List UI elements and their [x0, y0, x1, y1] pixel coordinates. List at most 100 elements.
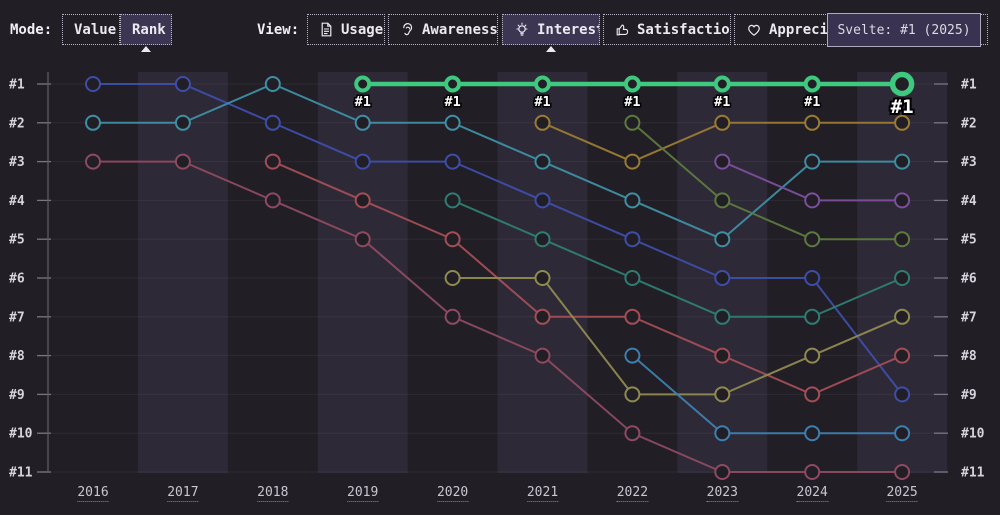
- data-point-teal-2018[interactable]: [264, 76, 281, 92]
- view-interest-button[interactable]: Interest: [502, 14, 600, 45]
- data-point-steel-blue-2025[interactable]: [894, 425, 911, 442]
- data-point-dark-teal-2025[interactable]: [894, 270, 911, 286]
- data-point-olive-2024[interactable]: [804, 347, 821, 364]
- data-point-indigo-2018[interactable]: [264, 114, 281, 131]
- data-point-dark-teal-2022[interactable]: [624, 270, 641, 286]
- year-label-2018[interactable]: 2018: [257, 485, 289, 502]
- highlight-rank-label: #1: [624, 94, 640, 110]
- data-point-maroon-2021[interactable]: [534, 347, 551, 364]
- data-point-teal-2025[interactable]: [894, 153, 911, 170]
- year-label-2019[interactable]: 2019: [347, 485, 379, 502]
- data-point-dark-teal-2020[interactable]: [444, 192, 461, 209]
- data-point-amber-2022[interactable]: [624, 153, 641, 170]
- view-awareness-button[interactable]: Awareness: [388, 14, 498, 45]
- year-label-2017[interactable]: 2017: [167, 485, 199, 502]
- series-line-crimson: [272, 160, 903, 396]
- year-label-2023[interactable]: 2023: [706, 485, 738, 502]
- data-point-maroon-2022[interactable]: [624, 425, 641, 442]
- data-point-dark-green-2023[interactable]: [714, 192, 731, 209]
- data-point-maroon-2017[interactable]: [174, 153, 191, 170]
- data-point-steel-blue-2024[interactable]: [804, 425, 821, 442]
- hover-tooltip: Svelte: #1 (2025): [827, 13, 981, 47]
- mode-value-button[interactable]: Value: [62, 14, 120, 45]
- data-point-steel-blue-2023[interactable]: [714, 425, 731, 442]
- data-point-maroon-2023[interactable]: [714, 464, 731, 480]
- data-point-Svelte-2023[interactable]: [713, 75, 731, 93]
- view-usage-button[interactable]: Usage: [307, 14, 385, 45]
- data-point-dark-green-2022[interactable]: [624, 114, 641, 131]
- data-point-steel-blue-2022[interactable]: [624, 347, 641, 364]
- data-point-violet-2025[interactable]: [894, 192, 911, 209]
- mode-rank-button[interactable]: Rank: [120, 14, 172, 45]
- data-point-olive-2022[interactable]: [624, 386, 641, 403]
- data-point-crimson-2021[interactable]: [534, 308, 551, 325]
- data-point-teal-2016[interactable]: [85, 114, 101, 131]
- data-point-indigo-2023[interactable]: [714, 270, 731, 286]
- rank-label-left: #11: [9, 466, 33, 481]
- data-point-dark-green-2025[interactable]: [894, 231, 911, 248]
- button-label: Rank: [132, 21, 166, 38]
- data-point-crimson-2020[interactable]: [444, 231, 461, 248]
- data-point-maroon-2019[interactable]: [354, 231, 371, 248]
- data-point-indigo-2019[interactable]: [354, 153, 371, 170]
- data-point-teal-2022[interactable]: [624, 192, 641, 209]
- year-label-2024[interactable]: 2024: [796, 485, 828, 502]
- year-label-2020[interactable]: 2020: [436, 485, 469, 502]
- data-point-olive-2021[interactable]: [534, 270, 551, 286]
- data-point-Svelte-2020[interactable]: [444, 75, 462, 93]
- data-point-violet-2024[interactable]: [804, 192, 821, 209]
- data-point-crimson-2025[interactable]: [894, 347, 911, 364]
- data-point-indigo-2020[interactable]: [444, 153, 461, 170]
- year-label-2016[interactable]: 2016: [77, 485, 109, 502]
- data-point-teal-2019[interactable]: [354, 114, 371, 131]
- data-point-maroon-2024[interactable]: [804, 464, 821, 480]
- data-point-olive-2020[interactable]: [444, 270, 461, 286]
- data-point-crimson-2018[interactable]: [264, 153, 281, 170]
- data-point-dark-green-2024[interactable]: [804, 231, 821, 248]
- data-point-dark-teal-2024[interactable]: [804, 308, 821, 325]
- data-point-indigo-2016[interactable]: [85, 76, 101, 92]
- data-point-amber-2023[interactable]: [714, 114, 731, 131]
- year-label-2025[interactable]: 2025: [886, 485, 918, 502]
- data-point-indigo-2022[interactable]: [624, 231, 641, 248]
- view-label: View:: [257, 22, 300, 38]
- data-point-crimson-2024[interactable]: [804, 386, 821, 403]
- data-point-dark-teal-2023[interactable]: [714, 308, 731, 325]
- data-point-Svelte-2022[interactable]: [623, 75, 641, 93]
- data-point-maroon-2018[interactable]: [264, 192, 281, 209]
- data-point-olive-2025[interactable]: [894, 308, 911, 325]
- button-label: Interest: [537, 21, 600, 38]
- data-point-teal-2023[interactable]: [714, 231, 731, 248]
- data-point-amber-2021[interactable]: [534, 114, 551, 131]
- data-point-amber-2025[interactable]: [894, 114, 911, 131]
- data-point-amber-2024[interactable]: [804, 114, 821, 131]
- data-point-teal-2024[interactable]: [804, 153, 821, 170]
- data-point-violet-2023[interactable]: [714, 153, 731, 170]
- year-label-2021[interactable]: 2021: [526, 485, 559, 502]
- data-point-crimson-2019[interactable]: [354, 192, 371, 209]
- data-point-dark-teal-2021[interactable]: [534, 231, 551, 248]
- data-point-indigo-2024[interactable]: [804, 270, 821, 286]
- data-point-crimson-2023[interactable]: [714, 347, 731, 364]
- data-point-teal-2021[interactable]: [534, 153, 551, 170]
- data-point-maroon-2020[interactable]: [444, 308, 461, 325]
- data-point-Svelte-2024[interactable]: [803, 75, 821, 93]
- rank-label-right: #9: [961, 388, 977, 403]
- data-point-maroon-2016[interactable]: [85, 153, 101, 170]
- rank-label-left: #8: [9, 349, 25, 364]
- data-point-indigo-2025[interactable]: [894, 386, 911, 403]
- year-label-2022[interactable]: 2022: [616, 485, 649, 502]
- data-point-indigo-2017[interactable]: [174, 76, 191, 92]
- data-point-indigo-2021[interactable]: [534, 192, 551, 209]
- data-point-Svelte-2025[interactable]: [889, 71, 915, 97]
- data-point-teal-2017[interactable]: [174, 114, 191, 131]
- data-point-teal-2020[interactable]: [444, 114, 461, 131]
- data-point-Svelte-2019[interactable]: [354, 75, 372, 93]
- data-point-crimson-2022[interactable]: [624, 308, 641, 325]
- view-satisfaction-button[interactable]: Satisfaction: [603, 14, 731, 45]
- data-point-Svelte-2021[interactable]: [534, 75, 551, 93]
- data-point-olive-2023[interactable]: [714, 386, 731, 403]
- data-point-maroon-2025[interactable]: [894, 464, 911, 480]
